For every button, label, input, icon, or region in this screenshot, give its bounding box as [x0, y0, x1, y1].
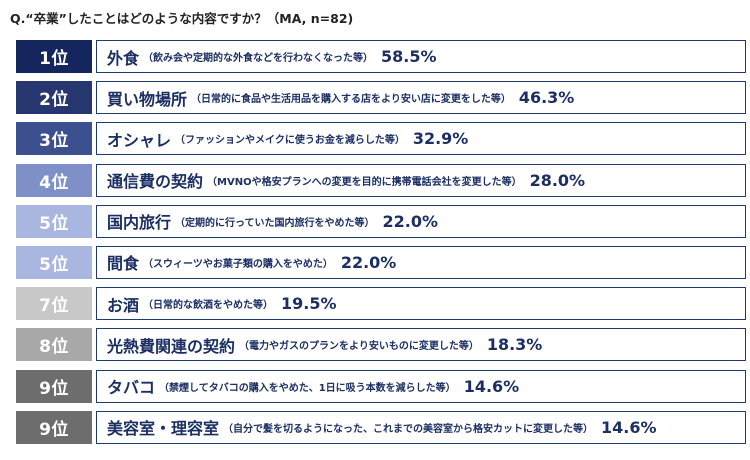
item-name: お酒 [107, 295, 140, 315]
rank-badge: 3位 [16, 122, 92, 156]
ranking-row: 2位 買い物場所 （日常的に食品や生活用品を購入する店をより安い店に変更をした等… [16, 81, 746, 115]
item-name: 買い物場所 [107, 89, 188, 109]
item-name: 通信費の契約 [107, 172, 204, 192]
item-name: 美容室・理容室 [107, 419, 220, 439]
item-detail: （定期的に行っていた国内旅行をやめた等） [175, 217, 375, 229]
ranking-item-box: タバコ （禁煙してタバコの購入をやめた、1日に吸う本数を減らした等） 14.6% [96, 369, 746, 403]
item-name: タバコ [107, 378, 156, 397]
ranking-item-box: 外食 （飲み会や定期的な外食などを行わなくなった等） 58.5% [96, 40, 746, 73]
rank-badge: 5位 [16, 204, 92, 238]
item-percentage: 22.0% [382, 211, 439, 231]
item-percentage: 46.3% [518, 88, 575, 108]
item-detail: （ファッションやメイクに使うお金を減らした等） [175, 135, 405, 147]
rank-badge: 9位 [16, 369, 92, 403]
rank-badge: 4位 [16, 163, 92, 197]
ranking-item-box: 買い物場所 （日常的に食品や生活用品を購入する店をより安い店に変更をした等） 4… [96, 81, 746, 115]
ranking-item-box: 通信費の契約 （MVNOや格安プランへの変更を目的に携帯電話会社を変更した等） … [96, 163, 746, 197]
ranking-item-box: 光熱費関連の契約 （電力やガスのプランをより安いものに変更した等） 18.3% [96, 328, 746, 362]
item-detail: （電力やガスのプランをより安いものに変更した等） [239, 341, 479, 353]
ranking-row: 8位 光熱費関連の契約 （電力やガスのプランをより安いものに変更した等） 18.… [16, 328, 746, 362]
item-percentage: 32.9% [412, 129, 469, 149]
item-percentage: 14.6% [601, 417, 657, 437]
item-detail: （スウィーツやお菓子類の購入をやめた） [143, 258, 333, 270]
ranking-table: 1位 外食 （飲み会や定期的な外食などを行わなくなった等） 58.5% 2位 買… [16, 40, 746, 452]
item-percentage: 19.5% [281, 294, 337, 314]
item-percentage: 18.3% [486, 335, 543, 355]
item-detail: （日常的に食品や生活用品を購入する店をより安い店に変更をした等） [191, 94, 511, 106]
item-detail: （MVNOや格安プランへの変更を目的に携帯電話会社を変更した等） [207, 176, 522, 188]
item-name: オシャレ [107, 130, 172, 150]
rank-badge: 8位 [16, 328, 92, 362]
rank-badge: 1位 [16, 40, 92, 73]
question-title: Q.“卒業”したことはどのような内容ですか？（MA, n=82) [10, 11, 354, 26]
item-percentage: 22.0% [340, 252, 397, 272]
ranking-row: 7位 お酒 （日常的な飲酒をやめた等） 19.5% [16, 287, 746, 321]
ranking-row: 4位 通信費の契約 （MVNOや格安プランへの変更を目的に携帯電話会社を変更した… [16, 163, 746, 197]
item-name: 間食 [107, 254, 140, 274]
item-detail: （飲み会や定期的な外食などを行わなくなった等） [143, 53, 374, 64]
ranking-row: 5位 間食 （スウィーツやお菓子類の購入をやめた） 22.0% [16, 245, 746, 279]
ranking-item-box: 美容室・理容室 （自分で髪を切るようになった、これまでの美容室から格安カットに変… [96, 410, 746, 444]
rank-badge: 9位 [16, 410, 92, 444]
ranking-item-box: 国内旅行 （定期的に行っていた国内旅行をやめた等） 22.0% [96, 204, 746, 238]
item-percentage: 58.5% [381, 47, 437, 66]
ranking-item-box: 間食 （スウィーツやお菓子類の購入をやめた） 22.0% [96, 245, 746, 279]
rank-badge: 7位 [16, 287, 92, 321]
item-percentage: 14.6% [463, 376, 520, 396]
item-detail: （禁煙してタバコの購入をやめた、1日に吸う本数を減らした等） [159, 382, 456, 394]
rank-badge: 5位 [16, 245, 92, 279]
ranking-item-box: オシャレ （ファッションやメイクに使うお金を減らした等） 32.9% [96, 122, 746, 156]
item-name: 外食 [107, 48, 140, 68]
ranking-row: 1位 外食 （飲み会や定期的な外食などを行わなくなった等） 58.5% [16, 40, 746, 73]
item-detail: （自分で髪を切るようになった、これまでの美容室から格安カットに変更した等） [223, 423, 594, 435]
item-detail: （日常的な飲酒をやめた等） [143, 300, 274, 312]
item-percentage: 28.0% [529, 170, 586, 190]
ranking-row: 9位 タバコ （禁煙してタバコの購入をやめた、1日に吸う本数を減らした等） 14… [16, 369, 746, 403]
ranking-row: 5位 国内旅行 （定期的に行っていた国内旅行をやめた等） 22.0% [16, 204, 746, 238]
ranking-row: 3位 オシャレ （ファッションやメイクに使うお金を減らした等） 32.9% [16, 122, 746, 156]
rank-badge: 2位 [16, 81, 92, 115]
item-name: 光熱費関連の契約 [107, 336, 236, 356]
ranking-row: 9位 美容室・理容室 （自分で髪を切るようになった、これまでの美容室から格安カッ… [16, 410, 746, 444]
ranking-item-box: お酒 （日常的な飲酒をやめた等） 19.5% [96, 287, 746, 321]
item-name: 国内旅行 [107, 213, 172, 233]
